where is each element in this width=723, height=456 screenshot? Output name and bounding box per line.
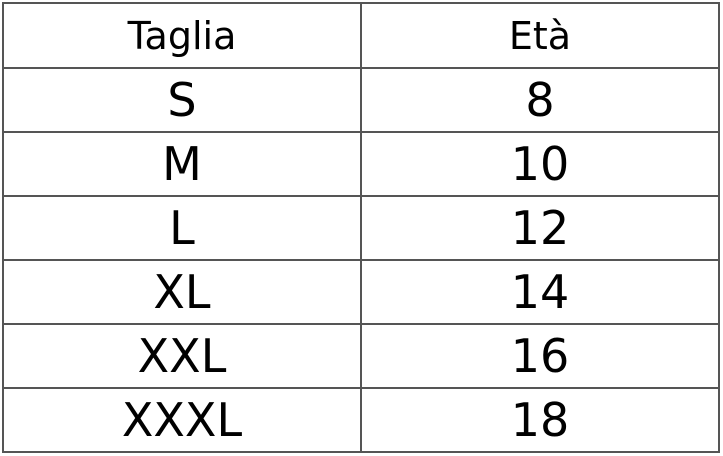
header-row: Taglia Età: [2, 2, 720, 69]
age-cell: 10: [360, 131, 720, 197]
table-row: XXXL 18: [2, 387, 720, 453]
size-cell: L: [2, 195, 362, 261]
age-cell: 12: [360, 195, 720, 261]
age-cell: 8: [360, 67, 720, 133]
table-row: XL 14: [2, 259, 720, 325]
header-eta: Età: [360, 2, 720, 69]
size-cell: M: [2, 131, 362, 197]
age-cell: 14: [360, 259, 720, 325]
size-cell: XXXL: [2, 387, 362, 453]
header-taglia: Taglia: [2, 2, 362, 69]
table-row: XXL 16: [2, 323, 720, 389]
age-cell: 18: [360, 387, 720, 453]
size-cell: XL: [2, 259, 362, 325]
table-row: L 12: [2, 195, 720, 261]
age-cell: 16: [360, 323, 720, 389]
size-cell: XXL: [2, 323, 362, 389]
table-row: M 10: [2, 131, 720, 197]
size-cell: S: [2, 67, 362, 133]
